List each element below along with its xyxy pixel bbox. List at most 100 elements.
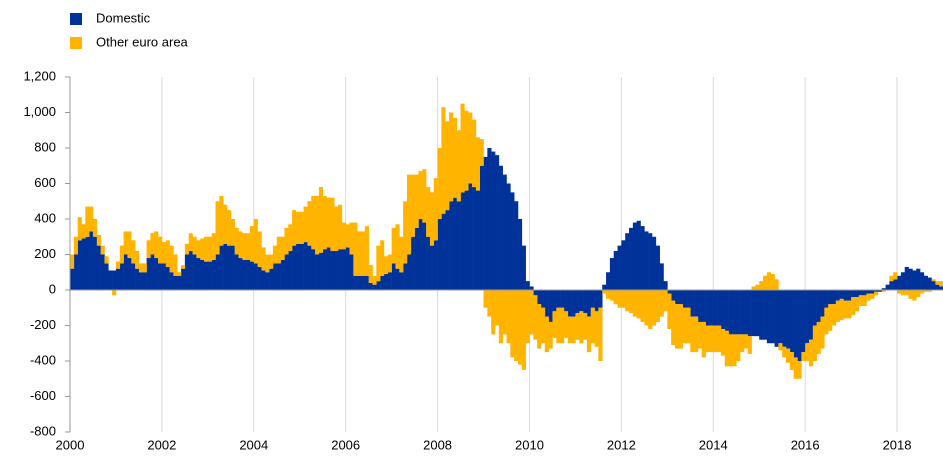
bar bbox=[479, 165, 484, 290]
bar bbox=[667, 293, 672, 330]
bar bbox=[801, 290, 806, 353]
bar bbox=[812, 325, 817, 361]
bar bbox=[621, 240, 626, 290]
bar bbox=[181, 268, 186, 290]
bar bbox=[640, 226, 645, 290]
bar bbox=[586, 290, 592, 317]
bar bbox=[567, 290, 572, 317]
bar bbox=[805, 290, 810, 344]
bar bbox=[740, 334, 745, 353]
bar bbox=[460, 192, 465, 290]
bar bbox=[334, 206, 339, 251]
bar bbox=[893, 279, 898, 290]
bar bbox=[636, 290, 641, 319]
bar bbox=[502, 290, 507, 335]
bar bbox=[870, 290, 875, 294]
bar bbox=[154, 258, 159, 290]
bar bbox=[315, 195, 320, 255]
bar bbox=[223, 243, 228, 290]
bar bbox=[234, 227, 239, 255]
bar bbox=[900, 290, 906, 296]
y-tick-label: 200 bbox=[34, 246, 56, 261]
bar bbox=[238, 258, 243, 290]
bar bbox=[138, 263, 144, 273]
y-tick-label: 600 bbox=[34, 175, 56, 190]
bar bbox=[824, 290, 829, 308]
bar bbox=[506, 290, 511, 344]
bar bbox=[759, 290, 764, 340]
y-tick-label: 1,200 bbox=[23, 68, 56, 83]
bar bbox=[487, 290, 492, 317]
bar bbox=[854, 297, 860, 312]
bar bbox=[793, 357, 798, 379]
bar bbox=[927, 277, 932, 290]
bar bbox=[544, 290, 549, 317]
bar bbox=[422, 222, 427, 290]
bar bbox=[766, 290, 771, 344]
bar bbox=[923, 290, 928, 292]
bar bbox=[406, 254, 412, 290]
bar bbox=[537, 290, 542, 305]
bar bbox=[517, 290, 523, 365]
bar bbox=[460, 103, 465, 193]
bar bbox=[196, 258, 201, 290]
x-tick-label: 2008 bbox=[423, 437, 452, 452]
bar bbox=[843, 300, 848, 319]
bar bbox=[292, 210, 297, 246]
bar bbox=[824, 307, 829, 335]
bar bbox=[529, 290, 534, 335]
bar bbox=[269, 268, 274, 290]
bar bbox=[177, 272, 182, 276]
bar bbox=[215, 201, 220, 255]
bar bbox=[648, 290, 653, 330]
bar bbox=[552, 311, 557, 338]
bar bbox=[870, 293, 875, 299]
bar bbox=[487, 148, 492, 290]
bar bbox=[272, 245, 278, 264]
bar bbox=[387, 272, 392, 290]
bar bbox=[207, 236, 212, 262]
bar bbox=[556, 290, 561, 308]
bar bbox=[265, 272, 270, 290]
bar bbox=[418, 171, 423, 219]
bar bbox=[751, 290, 756, 337]
bar bbox=[184, 254, 189, 290]
bar bbox=[472, 187, 477, 290]
bar bbox=[808, 290, 814, 340]
bar bbox=[904, 290, 909, 296]
bar bbox=[533, 295, 538, 340]
bar bbox=[602, 290, 607, 294]
bar bbox=[498, 290, 503, 344]
bar bbox=[441, 107, 446, 214]
x-tick-label: 2006 bbox=[331, 437, 360, 452]
bar bbox=[253, 263, 258, 290]
bar bbox=[540, 290, 546, 308]
bar bbox=[475, 137, 480, 191]
bar bbox=[299, 211, 304, 244]
bar bbox=[782, 290, 787, 347]
bar bbox=[142, 263, 147, 273]
bar bbox=[655, 290, 660, 322]
bar bbox=[192, 254, 197, 290]
bar bbox=[740, 290, 745, 335]
bar bbox=[230, 219, 235, 246]
bar bbox=[380, 240, 385, 276]
bar bbox=[594, 311, 599, 347]
bar bbox=[445, 121, 450, 211]
bar bbox=[686, 307, 691, 344]
bar bbox=[862, 290, 867, 296]
bar bbox=[674, 290, 680, 305]
bar bbox=[816, 321, 821, 354]
bar bbox=[556, 307, 561, 344]
bar bbox=[330, 250, 335, 290]
bar bbox=[663, 290, 668, 312]
legend-swatch bbox=[70, 13, 82, 25]
bar bbox=[449, 112, 454, 202]
bar bbox=[70, 268, 75, 290]
bar bbox=[927, 290, 932, 292]
bar bbox=[468, 112, 473, 184]
bar bbox=[89, 206, 94, 232]
bar bbox=[104, 263, 109, 290]
bar bbox=[893, 272, 898, 280]
bar bbox=[854, 290, 860, 298]
